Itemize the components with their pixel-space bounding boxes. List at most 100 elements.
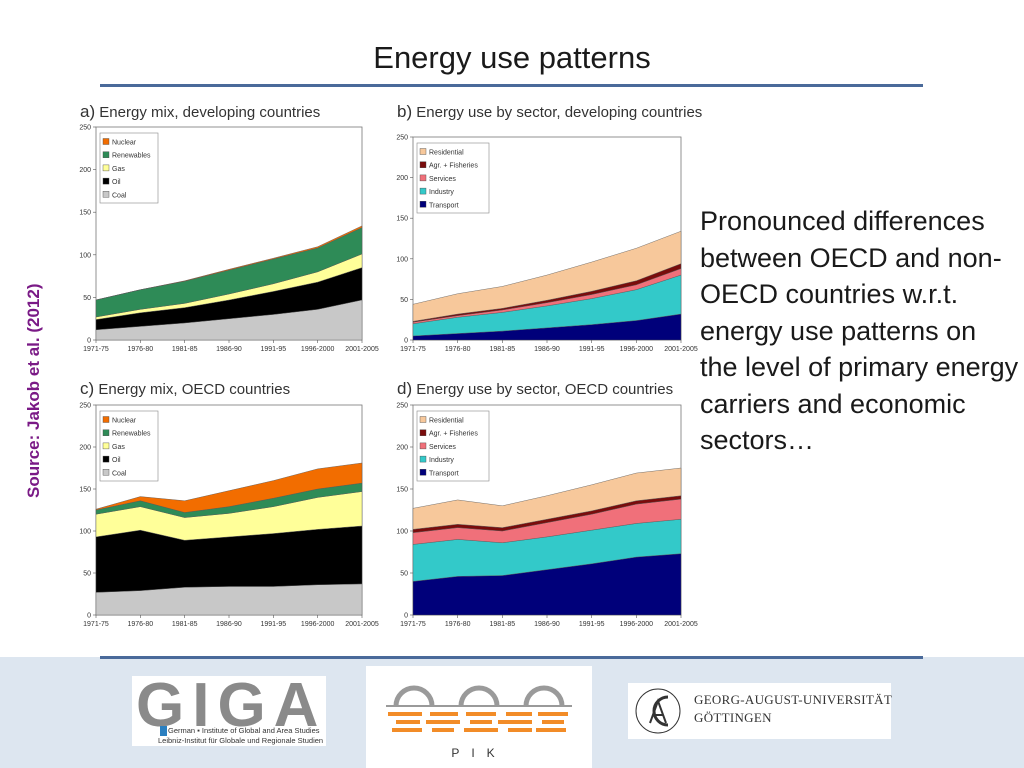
legend-label: Agr. + Fisheries xyxy=(429,163,478,170)
x-tick-label: 1976-80 xyxy=(445,621,471,628)
y-tick-label: 250 xyxy=(79,125,91,132)
x-tick-label: 1986-90 xyxy=(216,621,242,628)
x-tick-label: 1991-95 xyxy=(260,346,286,353)
legend-swatch xyxy=(102,191,110,198)
giga-logo: GIGA German ▪ Institute of Global and Ar… xyxy=(132,671,326,746)
y-tick-label: 250 xyxy=(79,403,91,410)
plot-frame xyxy=(412,136,682,341)
panel-c-title-text: Energy mix, OECD countries xyxy=(98,381,291,398)
area-oil xyxy=(95,525,363,593)
y-tick-label: 50 xyxy=(83,571,91,578)
y-tick-label: 150 xyxy=(396,216,408,223)
legend-swatch xyxy=(419,442,427,450)
y-tick-label: 0 xyxy=(404,613,408,620)
panel-d-letter: d) xyxy=(397,379,413,398)
panel-c-letter: c) xyxy=(80,379,95,398)
legend-box xyxy=(416,142,490,214)
legend-label: Coal xyxy=(112,192,127,199)
x-tick-label: 1981-85 xyxy=(489,346,515,353)
x-tick-label: 1976-80 xyxy=(127,346,153,353)
area-services xyxy=(412,498,682,545)
legend-swatch xyxy=(419,174,427,182)
x-tick-label: 1996-2000 xyxy=(301,346,335,353)
x-tick-label: 1996-2000 xyxy=(620,621,654,628)
legend-label: Oil xyxy=(112,179,121,186)
plot-frame xyxy=(95,404,363,616)
y-tick-label: 100 xyxy=(79,529,91,536)
y-tick-label: 50 xyxy=(400,571,408,578)
area-nuclear xyxy=(95,225,363,301)
x-tick-label: 1971-75 xyxy=(83,621,109,628)
x-tick-label: 1971-75 xyxy=(400,621,426,628)
y-tick-label: 150 xyxy=(79,210,91,217)
pik-logo-mark xyxy=(386,685,572,732)
slide-title: Energy use patterns xyxy=(373,40,651,75)
legend-box xyxy=(99,132,159,204)
panel-b-title: b) Energy use by sector, developing coun… xyxy=(397,102,702,122)
area-nuclear xyxy=(95,462,363,513)
area-agr-fisheries xyxy=(412,495,682,533)
legend-label: Renewables xyxy=(112,153,151,160)
legend-swatch xyxy=(102,442,110,450)
legend-swatch xyxy=(419,161,427,168)
area-coal xyxy=(95,299,363,341)
area-gas xyxy=(95,253,363,320)
legend-box xyxy=(416,410,490,482)
area-services xyxy=(412,268,682,324)
x-tick-label: 1991-95 xyxy=(579,621,605,628)
legend-swatch xyxy=(419,201,427,208)
y-tick-label: 0 xyxy=(87,338,91,345)
area-agr-fisheries xyxy=(412,263,682,323)
x-tick-label: 1986-90 xyxy=(534,346,560,353)
panel-a-title-text: Energy mix, developing countries xyxy=(99,104,321,121)
title-divider xyxy=(100,84,923,87)
legend-swatch xyxy=(102,164,110,172)
legend-label: Coal xyxy=(112,470,127,477)
panel-b-letter: b) xyxy=(397,102,413,121)
legend-label: Transport xyxy=(429,470,459,477)
y-tick-label: 200 xyxy=(79,167,91,174)
x-tick-label: 1976-80 xyxy=(127,621,153,628)
panel-d-title: d) Energy use by sector, OECD countries xyxy=(397,379,673,399)
y-tick-label: 200 xyxy=(79,445,91,452)
giga-logo-line2: Leibniz-Institut für Globale und Regiona… xyxy=(158,736,324,745)
area-renewables xyxy=(95,227,363,318)
x-tick-label: 2001-2005 xyxy=(345,621,379,628)
legend-swatch xyxy=(419,416,427,423)
x-tick-label: 1991-95 xyxy=(260,621,286,628)
legend-swatch xyxy=(102,138,110,145)
footer-divider xyxy=(100,656,923,659)
legend-label: Oil xyxy=(112,457,121,464)
legend-swatch xyxy=(419,469,427,476)
area-oil xyxy=(95,267,363,330)
legend-swatch xyxy=(102,151,110,158)
legend-label: Industry xyxy=(429,457,454,464)
legend-label: Services xyxy=(429,444,456,451)
legend-swatch xyxy=(102,455,110,463)
x-tick-label: 1971-75 xyxy=(400,346,426,353)
legend-swatch xyxy=(419,187,427,195)
x-tick-label: 1981-85 xyxy=(172,346,198,353)
pik-logo-text: PIK xyxy=(451,746,507,760)
y-tick-label: 200 xyxy=(396,445,408,452)
body-text: Pronounced differences between OECD and … xyxy=(700,206,1019,455)
legend-swatch xyxy=(102,429,110,436)
legend-swatch xyxy=(102,416,110,423)
goettingen-logo-line1: GEORG-AUGUST-UNIVERSITÄT xyxy=(694,692,893,707)
y-tick-label: 100 xyxy=(396,529,408,536)
y-tick-label: 200 xyxy=(396,175,408,182)
panel-a-letter: a) xyxy=(80,102,96,121)
legend-swatch xyxy=(102,177,110,185)
area-residential xyxy=(412,230,682,322)
x-tick-label: 2001-2005 xyxy=(664,346,698,353)
y-tick-label: 50 xyxy=(400,297,408,304)
y-tick-label: 0 xyxy=(404,338,408,345)
y-tick-label: 150 xyxy=(79,487,91,494)
y-tick-label: 250 xyxy=(396,135,408,142)
area-industry xyxy=(412,519,682,582)
legend-swatch xyxy=(102,469,110,476)
goettingen-seal-icon xyxy=(635,688,681,734)
legend-swatch xyxy=(419,429,427,436)
x-tick-label: 2001-2005 xyxy=(664,621,698,628)
plot-frame xyxy=(95,126,363,341)
